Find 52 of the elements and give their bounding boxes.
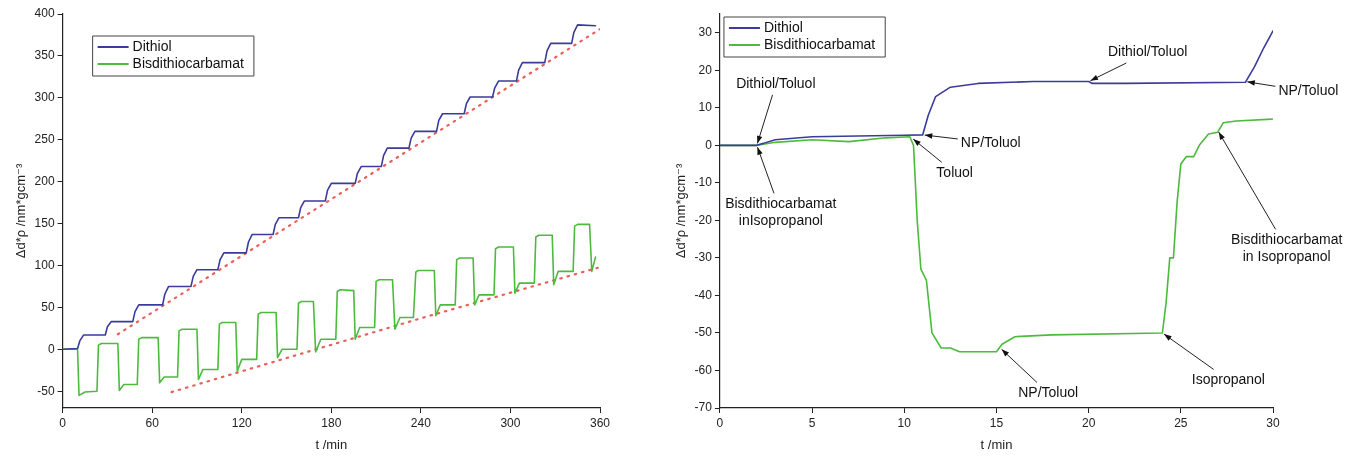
x-tick-label: 240: [410, 415, 432, 430]
y-axis-title: Δd*ρ /nm*gcm⁻³: [673, 163, 689, 259]
legend-label: Bisdithiocarbamat: [763, 35, 876, 52]
y-tick-label: 350: [34, 48, 55, 63]
y-tick-label: 30: [698, 25, 713, 40]
x-tick-label: 30: [1266, 415, 1280, 430]
y-tick-label: -60: [694, 362, 713, 377]
annotation: Dithiol/Toluol: [736, 75, 816, 92]
annotation: Isopropanol: [1191, 370, 1265, 387]
x-tick-label: 60: [145, 415, 160, 430]
x-tick-label: 180: [321, 415, 342, 430]
x-axis-title: t /min: [980, 436, 1013, 452]
y-axis-title: Δd*ρ /nm*gcm⁻³: [13, 163, 29, 259]
y-tick-label: 100: [34, 257, 55, 272]
y-tick-label: 150: [34, 215, 55, 230]
y-tick-label: -30: [694, 250, 713, 265]
y-tick-label: 400: [34, 6, 55, 21]
y-tick-label: 300: [34, 90, 55, 105]
x-tick-label: 10: [897, 415, 912, 430]
legend-label: Bisdithiocarbamat: [132, 54, 245, 71]
y-tick-label: 50: [41, 299, 55, 314]
y-tick-label: 10: [698, 100, 713, 115]
y-tick-label: 250: [34, 132, 55, 147]
x-tick-label: 25: [1174, 415, 1188, 430]
y-tick-label: -20: [694, 212, 713, 227]
legend-label: Dithiol: [132, 37, 172, 54]
y-tick-label: -10: [694, 175, 713, 190]
y-tick-label: -50: [694, 325, 713, 340]
y-tick-label: -40: [694, 287, 713, 302]
x-tick-label: 0: [59, 415, 67, 430]
x-tick-label: 5: [808, 415, 816, 430]
x-tick-label: 120: [231, 415, 253, 430]
annotation: Bisdithiocarbamat in Isopropanol: [1231, 230, 1343, 264]
y-tick-label: -70: [694, 400, 713, 415]
x-tick-label: 360: [589, 415, 611, 430]
annotation: Toluol: [936, 163, 973, 180]
legend-label: Dithiol: [763, 18, 803, 35]
y-tick-label: 20: [698, 62, 713, 77]
annotation: NP/Toluol: [1278, 82, 1339, 99]
x-tick-label: 20: [1081, 415, 1096, 430]
annotation: Dithiol/Toluol: [1107, 43, 1188, 60]
annotation: NP/Toluol: [1018, 383, 1079, 400]
x-axis-title: t /min: [315, 436, 348, 452]
x-tick-label: 15: [989, 415, 1004, 430]
annotation: NP/Toluol: [960, 133, 1021, 150]
y-tick-label: -50: [37, 383, 55, 398]
y-tick-label: 0: [47, 341, 55, 356]
y-tick-label: 0: [705, 137, 713, 152]
x-tick-label: 0: [716, 415, 724, 430]
y-tick-label: 200: [34, 173, 55, 188]
x-tick-label: 300: [500, 415, 521, 430]
annotation: Bisdithiocarbamat inIsopropanol: [725, 194, 837, 228]
